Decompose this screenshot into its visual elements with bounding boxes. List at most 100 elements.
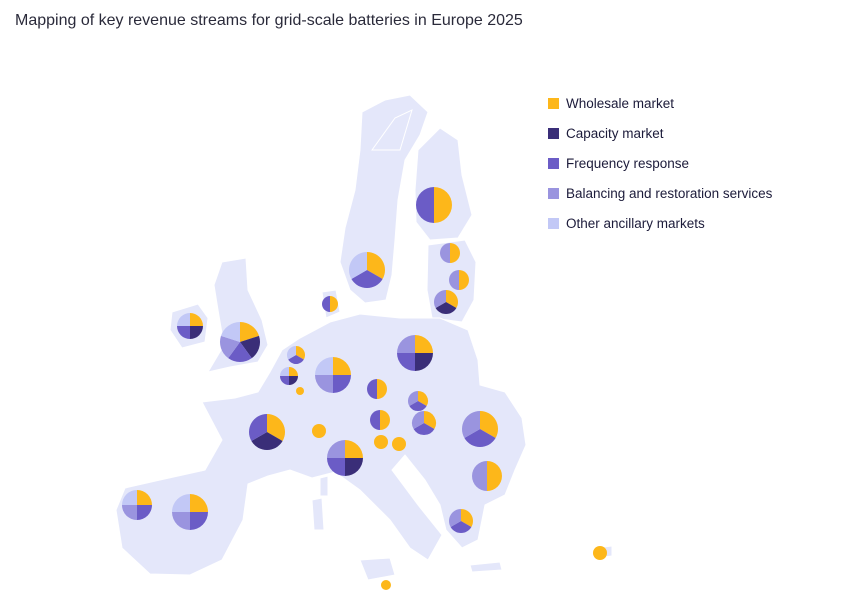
pie-slice-wholesale-market xyxy=(330,296,338,312)
pie-slice-frequency-response xyxy=(464,429,496,448)
pie-slice-wholesale-market xyxy=(190,313,203,326)
legend-item-balancing: Balancing and restoration services xyxy=(548,178,772,208)
pie-slice-frequency-response xyxy=(177,326,190,339)
pie-slice-other-ancillary-markets xyxy=(122,490,137,505)
pie-slice-other-ancillary-markets xyxy=(280,367,289,376)
pie-slice-wholesale-market xyxy=(137,490,152,505)
pie-slice-balancing-and-restoration-services xyxy=(397,335,415,353)
legend-item-wholesale: Wholesale market xyxy=(548,88,772,118)
pie-marker xyxy=(177,313,203,339)
pie-slice-frequency-response xyxy=(367,379,377,399)
pie-slice-frequency-response xyxy=(137,505,152,520)
land-region xyxy=(339,94,429,304)
pie-marker xyxy=(434,290,459,314)
pie-slice-wholesale-market xyxy=(267,414,286,441)
legend-item-frequency: Frequency response xyxy=(548,148,772,178)
pie-marker xyxy=(287,346,305,364)
pie-slice-wholesale-market xyxy=(296,346,305,360)
pie-slice-wholesale-market xyxy=(424,411,437,429)
land-region xyxy=(319,475,329,497)
pie-slice-other-ancillary-markets xyxy=(172,494,190,512)
pie-marker xyxy=(220,322,260,362)
pie-slice-balancing-and-restoration-services xyxy=(434,290,446,308)
pie-slice-wholesale-market xyxy=(345,440,363,458)
pie-slice-balancing-and-restoration-services xyxy=(472,461,487,491)
pie-marker xyxy=(397,335,433,371)
pie-slice-frequency-response xyxy=(288,355,304,364)
pie-slice-wholesale-market xyxy=(593,546,607,560)
pie-slice-wholesale-market xyxy=(381,580,391,590)
pie-slice-balancing-and-restoration-services xyxy=(449,509,461,527)
pie-slice-wholesale-market xyxy=(418,391,429,406)
pie-slice-wholesale-market xyxy=(377,379,387,399)
pie-slice-wholesale-market xyxy=(461,509,473,527)
pie-markers xyxy=(122,187,607,590)
pie-slice-frequency-response xyxy=(370,410,380,430)
pie-marker xyxy=(296,387,304,395)
pie-marker xyxy=(408,391,429,412)
pie-slice-frequency-response xyxy=(416,187,434,223)
pie-slice-other-ancillary-markets xyxy=(287,346,296,360)
chart-title: Mapping of key revenue streams for grid-… xyxy=(15,12,523,29)
pie-slice-balancing-and-restoration-services xyxy=(449,270,459,290)
pie-marker xyxy=(315,357,351,393)
pie-slice-wholesale-market xyxy=(434,187,452,223)
pie-marker xyxy=(449,270,469,290)
legend-swatch xyxy=(548,97,559,109)
pie-slice-balancing-and-restoration-services xyxy=(440,243,450,263)
pie-slice-other-ancillary-markets xyxy=(315,357,333,375)
land-region xyxy=(311,497,325,531)
pie-slice-wholesale-market xyxy=(240,322,260,342)
pie-slice-frequency-response xyxy=(413,423,435,435)
pie-slice-wholesale-market xyxy=(380,410,390,430)
pie-slice-frequency-response xyxy=(248,414,267,441)
pie-slice-other-ancillary-markets xyxy=(220,322,240,342)
pie-slice-frequency-response xyxy=(351,270,383,288)
land-region xyxy=(414,127,473,241)
legend-item-other: Other ancillary markets xyxy=(548,208,772,238)
pie-slice-frequency-response xyxy=(190,512,208,530)
pie-slice-balancing-and-restoration-services xyxy=(408,391,418,406)
pie-slice-frequency-response xyxy=(327,458,345,476)
pie-marker xyxy=(327,440,363,476)
pie-slice-frequency-response xyxy=(228,342,252,362)
pie-slice-balancing-and-restoration-services xyxy=(327,440,345,458)
pie-slice-wholesale-market xyxy=(392,437,406,451)
pie-slice-balancing-and-restoration-services xyxy=(461,411,480,438)
pie-slice-wholesale-market xyxy=(415,335,433,353)
legend-swatch xyxy=(548,157,559,169)
pie-slice-frequency-response xyxy=(450,521,472,533)
pie-slice-balancing-and-restoration-services xyxy=(412,411,424,429)
pie-slice-balancing-and-restoration-services xyxy=(315,375,333,393)
pie-marker xyxy=(593,546,607,560)
land-region xyxy=(469,561,503,573)
pie-marker xyxy=(280,367,298,385)
pie-slice-other-ancillary-markets xyxy=(177,313,190,326)
pie-slice-frequency-response xyxy=(280,376,289,385)
pie-slice-capacity-market xyxy=(190,326,203,339)
legend: Wholesale market Capacity market Frequen… xyxy=(548,88,772,238)
pie-slice-capacity-market xyxy=(240,335,260,359)
pie-marker xyxy=(381,580,391,590)
pie-marker xyxy=(412,411,437,435)
pie-marker xyxy=(172,494,208,530)
pie-slice-balancing-and-restoration-services xyxy=(220,335,240,359)
pie-slice-capacity-market xyxy=(251,432,283,450)
legend-swatch xyxy=(548,127,559,139)
pie-slice-capacity-market xyxy=(435,302,457,314)
pie-slice-frequency-response xyxy=(397,353,415,371)
pie-slice-frequency-response xyxy=(322,296,330,312)
pie-slice-wholesale-market xyxy=(190,494,208,512)
pie-slice-capacity-market xyxy=(289,376,298,385)
pie-slice-wholesale-market xyxy=(446,290,459,308)
pie-marker xyxy=(449,509,473,533)
pie-slice-wholesale-market xyxy=(367,252,386,279)
pie-slice-wholesale-market xyxy=(333,357,351,375)
pie-slice-frequency-response xyxy=(333,375,351,393)
pie-marker xyxy=(440,243,460,263)
pie-slice-other-ancillary-markets xyxy=(348,252,367,279)
pie-marker xyxy=(122,490,152,520)
pie-slice-balancing-and-restoration-services xyxy=(172,512,190,530)
pie-slice-balancing-and-restoration-services xyxy=(122,505,137,520)
